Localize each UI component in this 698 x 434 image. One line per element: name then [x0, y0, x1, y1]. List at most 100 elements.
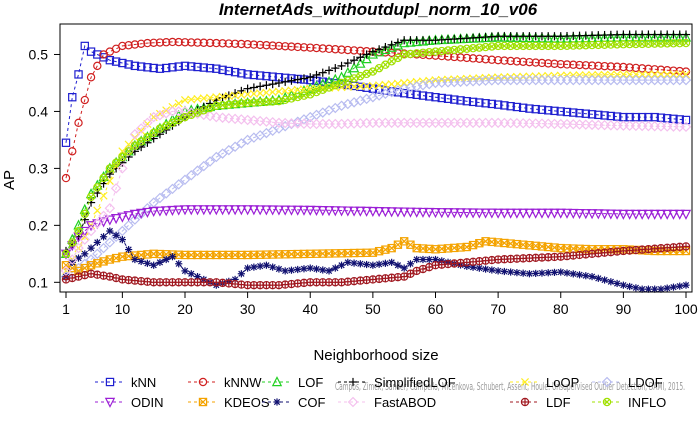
data-point: [586, 209, 598, 220]
data-point: [230, 39, 240, 48]
data-point: [124, 60, 133, 69]
data-point: [575, 271, 584, 279]
data-point: [293, 75, 302, 84]
data-point: [224, 39, 234, 48]
legend: kNN kNNW LOF SimplifiedLOF LoOP LDOF ODIN KDEOS…: [95, 375, 666, 410]
data-point: [424, 207, 435, 219]
data-point: [443, 94, 453, 103]
data-point: [74, 70, 83, 79]
data-point: [544, 106, 553, 115]
data-point: [261, 205, 272, 216]
data-point: [399, 207, 410, 218]
data-point: [124, 147, 133, 156]
data-point: [118, 235, 126, 244]
data-point: [437, 46, 446, 56]
data-point: [143, 132, 152, 142]
data-point: [174, 62, 183, 71]
data-point: [631, 39, 641, 49]
data-point: [393, 49, 403, 58]
data-point: [129, 214, 141, 225]
data-point: [668, 31, 679, 42]
data-point: [224, 66, 234, 76]
data-point: [199, 94, 208, 103]
data-point: [243, 40, 252, 49]
data-point: [212, 93, 221, 102]
data-point: [362, 50, 371, 59]
data-point: [93, 238, 101, 247]
data-point: [135, 123, 147, 134]
data-point: [349, 56, 359, 65]
data-point: [569, 108, 578, 117]
data-point: [306, 264, 314, 272]
data-point: [273, 205, 285, 216]
data-point: [287, 42, 296, 51]
data-point: [244, 264, 252, 272]
data-point: [669, 283, 678, 291]
data-point: [243, 70, 252, 79]
data-point: [636, 209, 648, 220]
data-point: [580, 209, 591, 220]
data-point: [486, 208, 498, 219]
data-point: [105, 169, 114, 179]
data-point: [293, 85, 302, 94]
data-point: [104, 237, 116, 248]
x-tick-label: 80: [553, 301, 569, 317]
data-point: [223, 113, 235, 124]
data-point: [92, 248, 103, 260]
legend-item-ldof: LDOF: [592, 375, 663, 390]
data-point: [388, 258, 396, 266]
data-point: [93, 188, 102, 198]
legend-marker: [104, 397, 116, 408]
data-point: [656, 39, 666, 48]
data-point: [86, 198, 96, 207]
data-point: [306, 73, 315, 82]
data-point: [637, 112, 647, 122]
data-point: [136, 62, 146, 71]
data-point: [130, 40, 140, 49]
data-point: [281, 86, 290, 95]
data-point: [612, 112, 622, 121]
data-point: [605, 209, 617, 220]
data-point: [110, 214, 122, 225]
data-point: [86, 47, 96, 56]
data-point: [167, 205, 178, 216]
data-point: [619, 40, 628, 49]
data-point: [243, 84, 252, 93]
data-point: [274, 87, 283, 96]
data-point: [387, 80, 396, 89]
data-point: [550, 106, 559, 116]
data-point: [680, 74, 692, 86]
data-point: [223, 205, 235, 216]
data-point: [175, 260, 183, 268]
data-point: [606, 40, 616, 49]
data-point: [236, 138, 247, 149]
data-point: [205, 63, 215, 73]
data-point: [318, 85, 327, 94]
data-point: [162, 255, 170, 264]
data-point: [267, 117, 278, 128]
data-point: [492, 31, 504, 42]
data-point: [80, 215, 89, 224]
data-point: [626, 282, 634, 291]
data-point: [148, 206, 159, 218]
data-point: [212, 64, 221, 73]
data-point: [569, 60, 578, 69]
data-point: [73, 242, 84, 254]
data-point: [343, 58, 352, 68]
data-point: [98, 217, 109, 228]
data-point: [662, 209, 673, 220]
legend-marker: [520, 377, 530, 387]
data-point: [581, 109, 590, 118]
data-point: [242, 114, 253, 126]
data-point: [317, 205, 328, 217]
data-point: [387, 40, 396, 49]
data-point: [68, 92, 77, 102]
data-point: [356, 53, 365, 62]
data-point: [594, 61, 603, 71]
data-point: [281, 77, 290, 86]
data-point: [61, 138, 71, 147]
data-point: [61, 173, 71, 183]
data-point: [569, 270, 577, 278]
data-point: [557, 268, 565, 276]
data-point: [81, 250, 89, 258]
